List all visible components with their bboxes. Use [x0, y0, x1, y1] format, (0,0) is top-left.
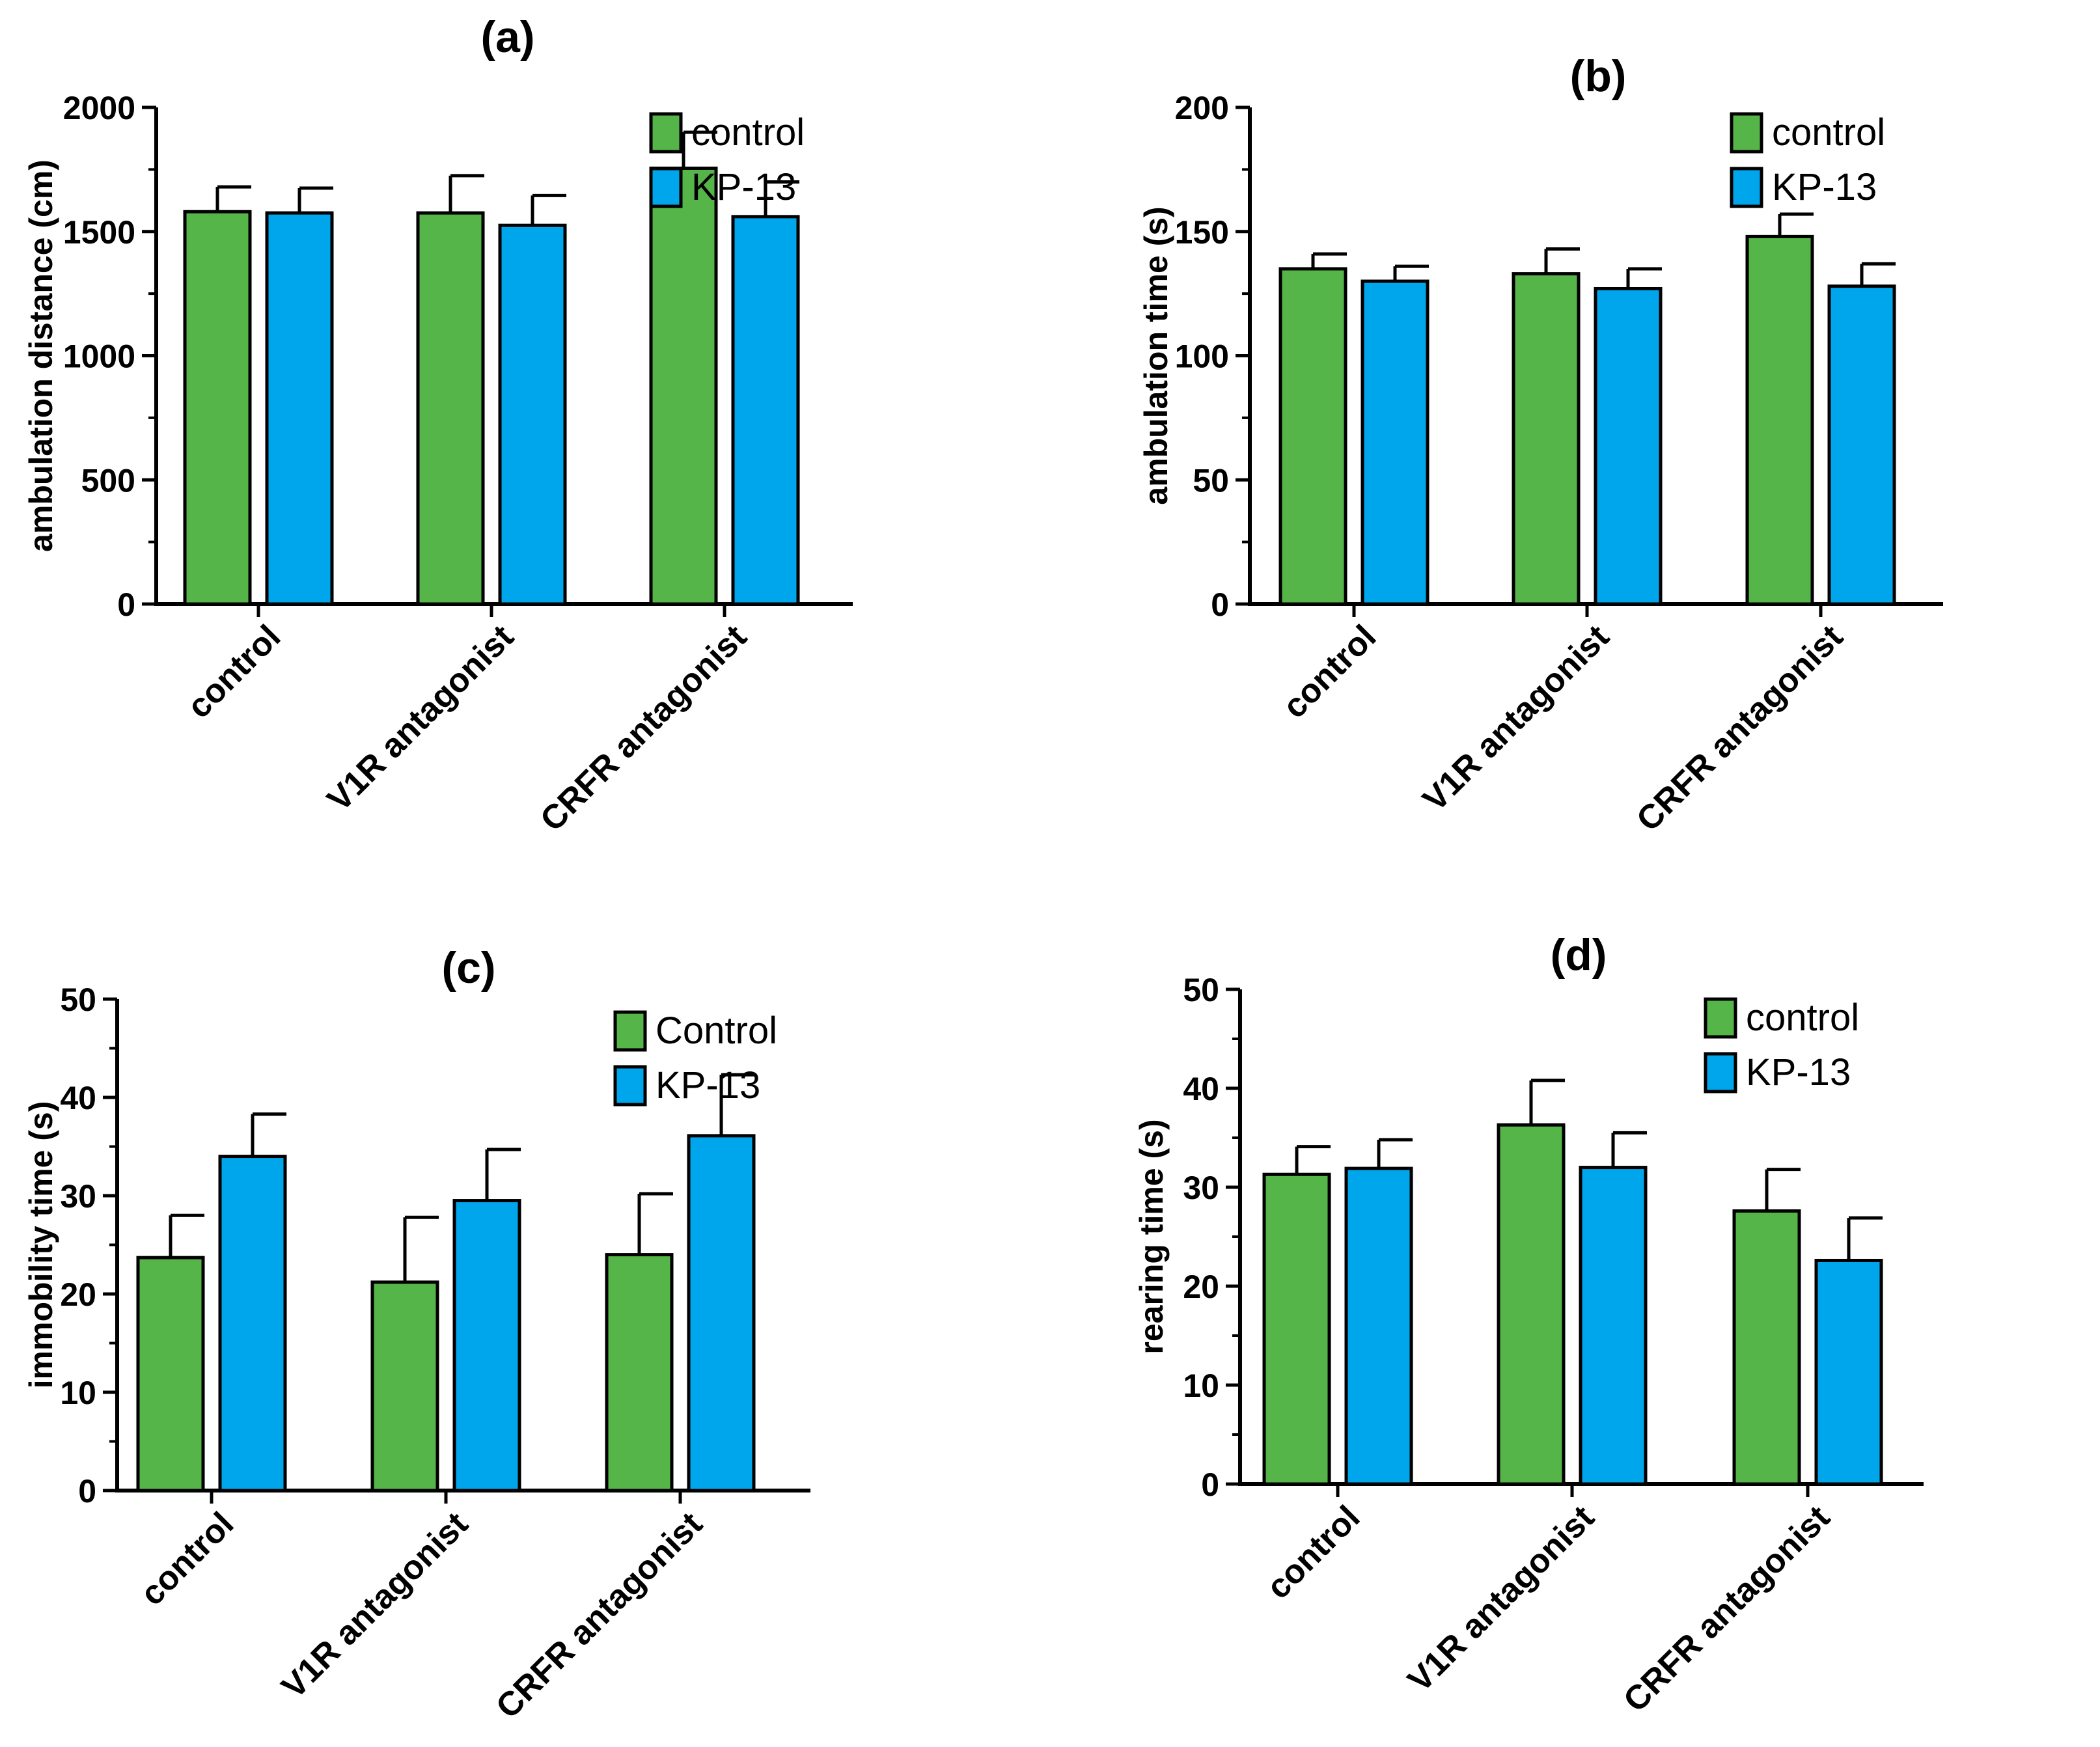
- y-tick-label: 50: [60, 982, 96, 1018]
- y-tick-label: 30: [1183, 1170, 1219, 1206]
- y-tick-label: 10: [1183, 1368, 1219, 1404]
- chart-title: (b): [1570, 51, 1627, 101]
- y-tick-label: 20: [60, 1276, 96, 1313]
- bar-kp13: [1344, 1166, 1413, 1486]
- bar-kp13: [1361, 279, 1430, 606]
- bar-control: [370, 1280, 439, 1493]
- y-tick-label: 0: [78, 1473, 96, 1509]
- bar-control: [1497, 1123, 1566, 1486]
- bar-kp13: [1594, 286, 1663, 606]
- legend-swatch-kp13: [1730, 167, 1763, 208]
- bar-kp13: [1827, 284, 1896, 606]
- y-tick-label: 150: [1175, 214, 1229, 251]
- y-tick-label: 1000: [63, 338, 135, 375]
- legend-label: control: [691, 111, 805, 154]
- y-tick-label: 30: [60, 1178, 96, 1215]
- bar-control: [1732, 1209, 1801, 1486]
- y-tick-label: 200: [1175, 90, 1229, 126]
- y-tick-label: 0: [117, 586, 135, 623]
- y-tick-label: 10: [60, 1375, 96, 1411]
- chart-title: (d): [1551, 930, 1607, 980]
- bar-kp13: [265, 211, 334, 606]
- y-tick-label: 1500: [63, 214, 135, 251]
- y-tick-label: 0: [1211, 586, 1229, 623]
- legend-swatch-control: [1704, 997, 1737, 1039]
- y-tick-label: 50: [1183, 972, 1219, 1008]
- legend-swatch-control: [649, 112, 683, 154]
- legend-label: Control: [656, 1010, 777, 1052]
- bar-control: [1745, 234, 1814, 606]
- bar-kp13: [731, 215, 800, 606]
- y-tick-label: 50: [1193, 462, 1229, 499]
- bar-control: [1262, 1172, 1331, 1486]
- legend-label: KP-13: [691, 166, 796, 208]
- y-axis-label: immobility time (s): [23, 1101, 59, 1389]
- y-tick-label: 500: [81, 462, 135, 499]
- y-tick-label: 40: [1183, 1071, 1219, 1107]
- y-axis-label: ambulation time (s): [1138, 206, 1174, 504]
- y-axis-label: ambulation distance (cm): [23, 159, 59, 552]
- legend-label: control: [1746, 997, 1859, 1039]
- chart-title: (a): [480, 12, 534, 62]
- y-tick-label: 40: [60, 1080, 96, 1116]
- bar-control: [136, 1256, 205, 1493]
- bar-kp13: [1814, 1258, 1883, 1486]
- bar-control: [1512, 272, 1581, 606]
- legend-swatch-control: [1730, 112, 1763, 154]
- y-tick-label: 2000: [63, 90, 135, 126]
- chart-title: (c): [441, 943, 495, 993]
- legend-label: KP-13: [1746, 1051, 1851, 1094]
- bar-control: [649, 166, 718, 606]
- bar-kp13: [498, 223, 567, 606]
- bar-kp13: [1579, 1166, 1648, 1486]
- legend-label: KP-13: [656, 1064, 760, 1107]
- legend-label: KP-13: [1772, 166, 1877, 208]
- y-tick-label: 20: [1183, 1269, 1219, 1305]
- y-tick-label: 0: [1201, 1466, 1219, 1503]
- bar-kp13: [687, 1134, 756, 1493]
- bar-control: [605, 1253, 674, 1493]
- legend-swatch-kp13: [613, 1065, 647, 1107]
- legend-swatch-control: [613, 1010, 647, 1052]
- bar-kp13: [218, 1155, 287, 1493]
- bar-control: [416, 211, 485, 606]
- bar-kp13: [452, 1199, 521, 1493]
- legend-label: control: [1772, 111, 1885, 154]
- legend-swatch-kp13: [649, 167, 683, 208]
- y-tick-label: 100: [1175, 338, 1229, 375]
- y-axis-label: rearing time (s): [1133, 1119, 1170, 1354]
- bar-control: [183, 210, 252, 606]
- legend-swatch-kp13: [1704, 1052, 1737, 1094]
- bar-control: [1278, 267, 1347, 606]
